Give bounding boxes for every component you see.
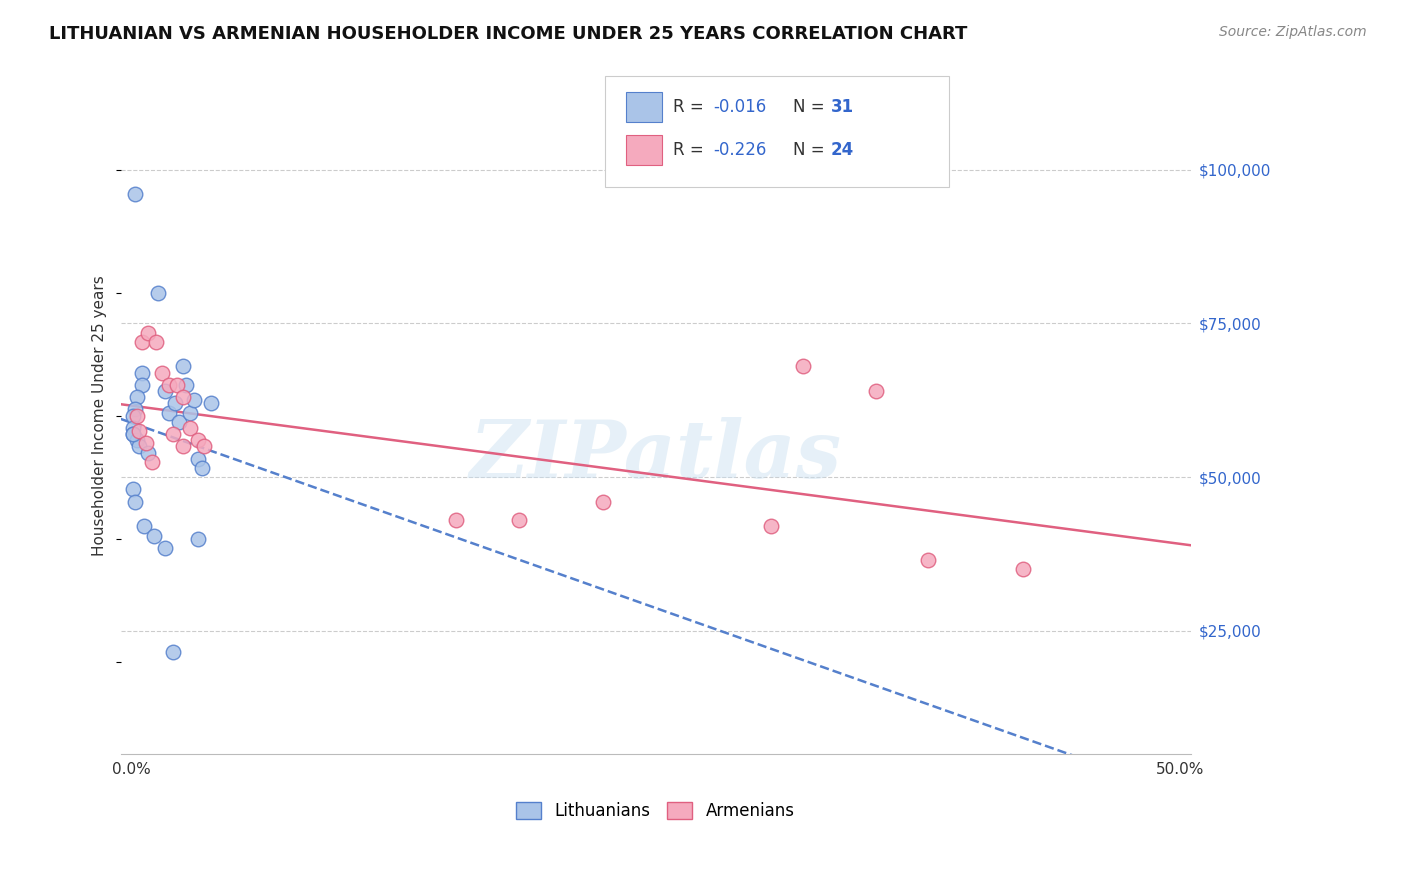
Text: 24: 24 (831, 141, 855, 159)
Point (179, 406, 201, 420)
Point (157, 378, 180, 392)
Point (592, 494, 614, 508)
Point (132, 519, 155, 533)
Text: 31: 31 (831, 98, 853, 116)
Point (127, 409, 149, 423)
Point (128, 424, 150, 438)
Point (759, 519, 782, 533)
Point (122, 421, 145, 435)
Point (127, 390, 149, 404)
Text: R =: R = (673, 98, 710, 116)
Point (917, 553, 939, 567)
Point (131, 366, 153, 380)
Y-axis label: Householder Income Under 25 years: Householder Income Under 25 years (93, 276, 107, 556)
Point (792, 359, 814, 374)
Point (131, 334, 153, 349)
Text: N =: N = (793, 141, 830, 159)
Point (122, 427, 145, 442)
Point (191, 461, 214, 475)
Point (193, 439, 215, 453)
Point (122, 409, 145, 423)
Point (162, 427, 184, 442)
Point (135, 436, 157, 450)
Point (128, 439, 150, 453)
Point (200, 396, 222, 410)
Point (172, 439, 194, 453)
Point (127, 434, 149, 448)
Point (162, 645, 184, 659)
Point (172, 359, 194, 374)
Text: -0.016: -0.016 (713, 98, 766, 116)
Point (187, 532, 209, 546)
Point (1012, 562, 1035, 576)
Point (152, 366, 174, 380)
Text: Source: ZipAtlas.com: Source: ZipAtlas.com (1219, 25, 1367, 39)
Text: ZIPatlas: ZIPatlas (470, 417, 842, 495)
Point (172, 390, 194, 404)
Point (124, 187, 146, 202)
Text: N =: N = (793, 98, 830, 116)
Point (148, 285, 170, 300)
Point (165, 396, 187, 410)
Point (187, 451, 209, 466)
Point (153, 541, 176, 555)
Point (124, 494, 146, 508)
Point (174, 378, 197, 392)
Point (179, 421, 201, 435)
Point (508, 513, 530, 527)
Point (446, 513, 468, 527)
Point (166, 378, 188, 392)
Point (169, 415, 191, 429)
Legend: Lithuanians, Armenians: Lithuanians, Armenians (510, 795, 801, 827)
Point (141, 455, 163, 469)
Point (187, 434, 209, 448)
Point (157, 406, 180, 420)
Point (136, 326, 159, 340)
Text: -0.226: -0.226 (713, 141, 766, 159)
Text: LITHUANIAN VS ARMENIAN HOUSEHOLDER INCOME UNDER 25 YEARS CORRELATION CHART: LITHUANIAN VS ARMENIAN HOUSEHOLDER INCOM… (49, 25, 967, 43)
Point (145, 334, 167, 349)
Point (124, 402, 146, 417)
Point (183, 393, 205, 408)
Point (136, 445, 159, 459)
Text: R =: R = (673, 141, 710, 159)
Point (122, 427, 145, 442)
Point (865, 384, 887, 398)
Point (131, 378, 153, 392)
Point (143, 528, 166, 542)
Point (122, 483, 145, 497)
Point (153, 384, 176, 398)
